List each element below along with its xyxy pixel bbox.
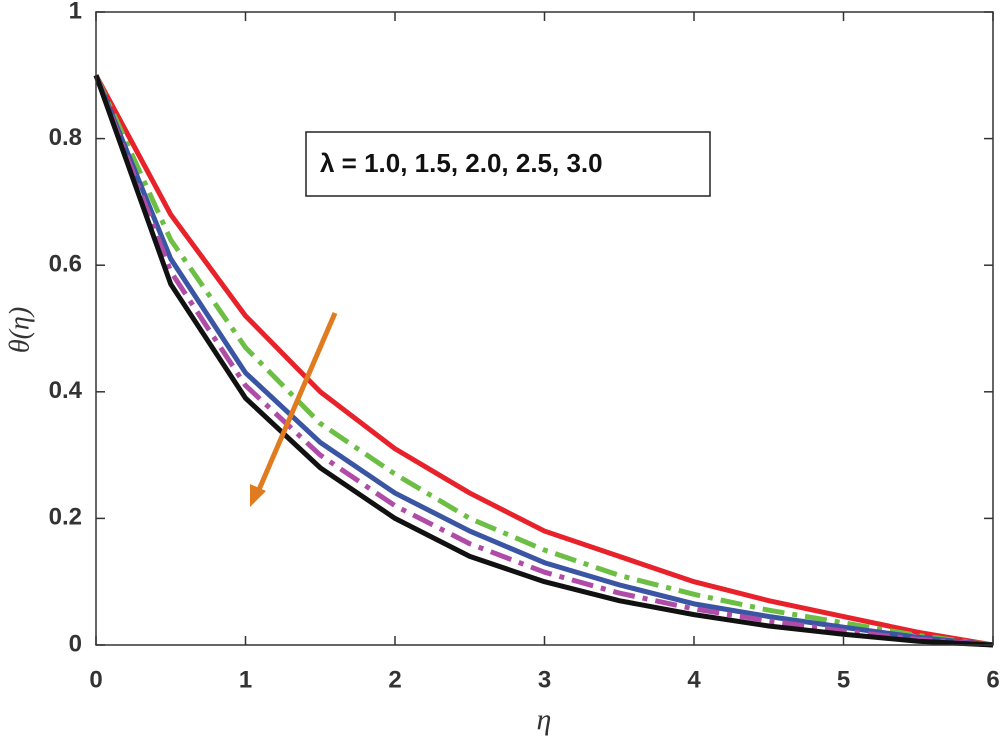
annotation: λ = 1.0, 1.5, 2.0, 2.5, 3.0 [320,148,603,178]
series-line [93,74,994,648]
x-tick-label: 5 [837,666,850,693]
series-line [93,74,994,648]
arrow-shaft [255,312,338,493]
plot-frame [95,11,994,646]
y-tick-label: 0.8 [49,124,82,151]
y-tick-label: 0 [69,630,82,657]
y-axis-label: θ(η) [4,307,35,353]
x-tick-label: 3 [538,666,551,693]
annotation-box [305,131,711,197]
series-line [93,74,994,648]
y-tick-label: 1 [69,0,82,24]
x-tick-label: 6 [986,666,999,693]
series-line [93,74,994,648]
x-tick-label: 0 [89,666,102,693]
x-axis-label: η [537,703,552,736]
series-line [93,74,994,648]
y-tick-label: 0.4 [49,377,83,404]
x-tick-label: 1 [239,666,252,693]
arrow-head [250,484,266,507]
y-tick-label: 0.2 [49,504,82,531]
y-tick-label: 0.6 [49,251,82,278]
x-tick-label: 2 [388,666,401,693]
x-tick-label: 4 [687,666,701,693]
